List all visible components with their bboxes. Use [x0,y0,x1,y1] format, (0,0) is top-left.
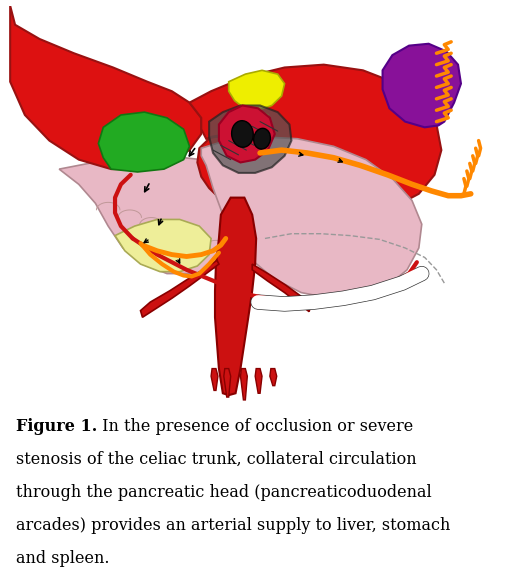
Text: stenosis of the celiac trunk, collateral circulation: stenosis of the celiac trunk, collateral… [16,451,416,468]
Polygon shape [232,108,272,146]
Polygon shape [270,369,277,386]
Polygon shape [240,369,247,400]
Ellipse shape [253,129,270,149]
Text: arcades) provides an arterial supply to liver, stomach: arcades) provides an arterial supply to … [16,517,450,534]
Text: In the presence of occlusion or severe: In the presence of occlusion or severe [97,418,413,435]
Polygon shape [115,219,211,272]
Text: Figure 1.: Figure 1. [16,418,97,435]
Text: through the pancreatic head (pancreaticoduodenal: through the pancreatic head (pancreatico… [16,484,432,501]
Polygon shape [201,137,422,298]
Polygon shape [59,156,258,274]
Polygon shape [383,44,461,127]
Polygon shape [141,260,219,317]
Polygon shape [255,369,262,393]
Polygon shape [209,106,291,173]
Polygon shape [229,71,285,110]
Text: and spleen.: and spleen. [16,550,109,567]
Polygon shape [215,197,256,395]
Polygon shape [190,65,442,207]
Ellipse shape [232,121,253,148]
Polygon shape [219,106,275,162]
Polygon shape [211,369,218,390]
Polygon shape [99,112,190,172]
Polygon shape [224,369,231,397]
Polygon shape [10,6,201,169]
Polygon shape [252,264,311,312]
